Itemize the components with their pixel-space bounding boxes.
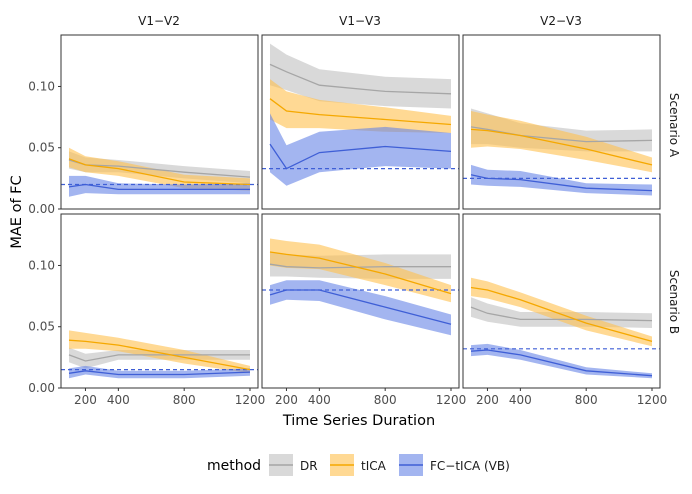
- panel-r2-c3-border: [462, 213, 661, 389]
- y-axis-title: MAE of FC: [9, 175, 25, 248]
- panel-r2-c3-fc-band: [471, 343, 652, 379]
- panel-r1-c1-tica-band: [69, 147, 250, 191]
- panel-r2-c3: 200 400 800 1200: [462, 213, 668, 407]
- panel-r1-c3-fc-line: [470, 174, 653, 192]
- panel-r2-c2-fc-line: [269, 289, 452, 325]
- strip-col-2: V1−V3: [339, 14, 381, 28]
- panel-r2-c1-fc-band: [69, 365, 250, 379]
- panel-r2-c1-x-tick-label: 1200: [235, 393, 266, 407]
- legend-label-dr: DR: [300, 459, 318, 473]
- panel-r2-c1-dr-line: [68, 354, 250, 362]
- panel-r1-c2-fc-band: [270, 113, 451, 186]
- panel-r2-c1-x-tick-label: 200: [74, 393, 97, 407]
- panel-r1-c1-y-tick-label: 0.10: [28, 79, 55, 93]
- strip-col-1: V1−V2: [138, 14, 180, 28]
- legend-label-fc: FC−tICA (VB): [430, 459, 510, 473]
- panel-r1-c3: [462, 34, 661, 210]
- panel-r1-c3-tica-band: [471, 111, 652, 173]
- panel-r2-c3-x-tick-label: 1200: [637, 393, 668, 407]
- panel-r1-c1-y-tick-label: 0.05: [28, 141, 55, 155]
- x-axis-title: Time Series Duration: [282, 413, 435, 429]
- panel-r2-c2-tica-band: [270, 238, 451, 303]
- panel-r2-c1-x-tick-label: 800: [173, 393, 196, 407]
- strip-row-1: Scenario A: [667, 93, 681, 158]
- panel-r1-c2-tica-band: [270, 79, 451, 133]
- panel-r1-c2-tica-line: [269, 98, 452, 126]
- panel-r2-c1-tica-band: [69, 330, 250, 374]
- panel-r2-c2-border: [261, 213, 460, 389]
- panel-r2-c3-tica-line: [470, 286, 653, 343]
- panel-r1-c2-fc-line: [269, 143, 452, 170]
- panel-r1-c1-fc-line: [68, 183, 250, 191]
- panel-r2-c3-x-tick-label: 200: [476, 393, 499, 407]
- panel-r2-c1: 0.00 0.05 0.10 200 400 800 1200: [28, 213, 266, 407]
- legend-title: method: [207, 458, 261, 474]
- panel-r2-c2-x-tick-label: 400: [308, 393, 331, 407]
- panel-r2-c2-fc-band: [270, 280, 451, 336]
- legend-label-tica: tICA: [361, 459, 387, 473]
- panel-r2-c3-fc-line: [470, 349, 653, 377]
- panel-r1-c1-dr-band: [69, 151, 250, 184]
- panel-r2-c1-x-tick-label: 400: [107, 393, 130, 407]
- panel-r2-c2-x-tick-label: 800: [374, 393, 397, 407]
- panel-r2-c3-x-tick-label: 400: [509, 393, 532, 407]
- panel-r2-c1-border: [60, 213, 259, 389]
- panel-r2-c1-y-tick-label: 0.05: [28, 320, 55, 334]
- panel-r2-c2-x-tick-label: 1200: [436, 393, 467, 407]
- panel-r1-c1-y-tick-label: 0.00: [28, 202, 55, 216]
- panel-r2-c2: 200 400 800 1200: [261, 213, 467, 407]
- strip-row-2: Scenario B: [667, 270, 681, 334]
- panel-r2-c2-x-tick-label: 200: [275, 393, 298, 407]
- panel-r1-c3-tica-line: [470, 128, 653, 166]
- panel-r2-c1-y-tick-label: 0.00: [28, 381, 55, 395]
- panel-r1-c1-fc-band: [69, 175, 250, 197]
- panel-r1-c2: [261, 34, 460, 210]
- panel-r1-c2-dr-line: [269, 63, 452, 95]
- panel-r2-c1-fc-line: [68, 370, 251, 376]
- panel-r1-c1: 0.00 0.05 0.10: [28, 34, 259, 216]
- panel-r1-c3-fc-band: [471, 164, 652, 196]
- panel-r1-c3-border: [462, 34, 661, 210]
- panel-r1-c1-border: [60, 34, 259, 210]
- panel-r2-c1-y-tick-label: 0.10: [28, 258, 55, 272]
- panel-r2-c2-tica-line: [269, 251, 452, 295]
- panel-r2-c3-x-tick-label: 800: [575, 393, 598, 407]
- strip-col-3: V2−V3: [540, 14, 582, 28]
- panel-r2-c3-dr-line: [470, 306, 653, 322]
- panel-r2-c1-tica-line: [68, 339, 251, 371]
- panel-r2-c2-dr-line: [269, 263, 451, 269]
- panel-r1-c2-border: [261, 34, 460, 210]
- legend: method DR tICA FC−tICA (VB): [207, 454, 510, 476]
- panel-r1-c1-tica-line: [68, 158, 251, 186]
